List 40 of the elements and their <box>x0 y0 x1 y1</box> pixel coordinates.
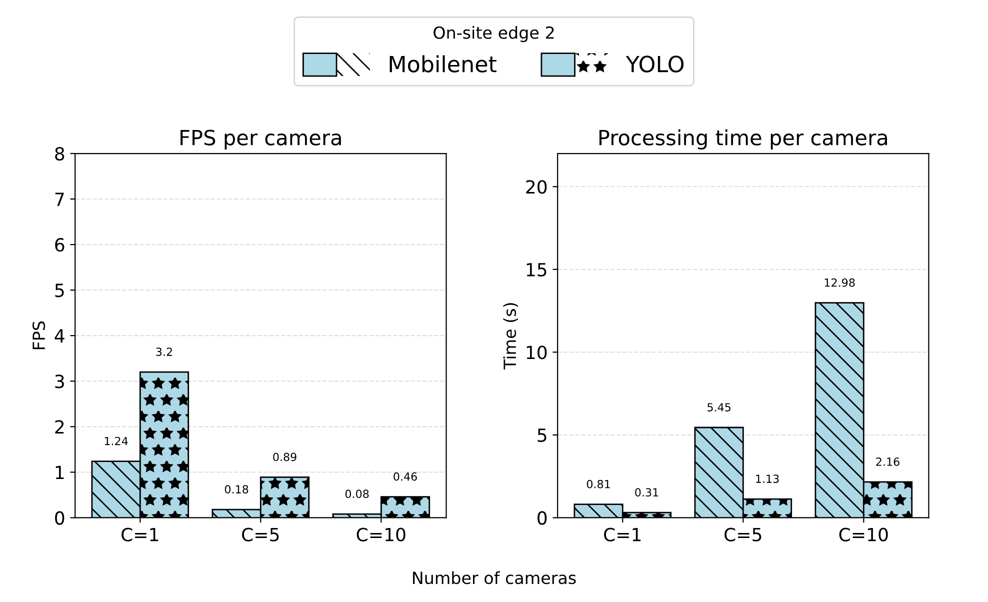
x-axis-title: Number of cameras <box>413 571 576 584</box>
y-tick-label: 7 <box>55 192 64 206</box>
x-tick-label: C=10 <box>839 528 888 542</box>
y-tick-label: 20 <box>526 180 547 194</box>
data-label: 0.18 <box>224 485 248 494</box>
x-tick-label: C=5 <box>242 528 279 542</box>
data-label: 3.2 <box>156 348 172 356</box>
data-label: 5.45 <box>708 403 730 412</box>
data-label: 1.24 <box>104 436 128 446</box>
x-tick-label: C=5 <box>724 528 762 542</box>
y-tick-label: 5 <box>538 428 546 442</box>
chart-title: FPS per camera <box>180 130 341 150</box>
y-tick-label: 2 <box>55 420 64 434</box>
y-tick-label: 6 <box>55 238 64 252</box>
y-tick-label: 1 <box>56 466 64 480</box>
data-label: 0.46 <box>394 472 417 481</box>
y-axis-title: FPS <box>32 321 46 350</box>
chart-title: Processing time per camera <box>599 129 887 150</box>
data-label: 2.16 <box>876 458 900 466</box>
y-tick-label: 5 <box>55 284 64 298</box>
legend-label: YOLO <box>626 56 684 72</box>
legend-title: On-site edge 2 <box>434 26 554 42</box>
data-label: 1.13 <box>756 474 779 483</box>
data-label: 12.98 <box>824 278 855 287</box>
x-tick-label: C=1 <box>122 528 158 542</box>
y-tick-label: 0 <box>55 511 64 525</box>
y-tick-label: 10 <box>526 346 547 360</box>
y-tick-label: 0 <box>538 511 547 525</box>
data-label: 0.08 <box>345 490 369 498</box>
legend-label: Mobilenet <box>390 55 496 72</box>
x-tick-label: C=1 <box>604 528 641 542</box>
y-tick-label: 15 <box>526 263 546 277</box>
y-tick-label: 3 <box>55 374 64 388</box>
y-axis-title: Time (s) <box>503 303 518 370</box>
y-tick-label: 8 <box>55 146 64 161</box>
data-label: 0.31 <box>635 488 658 497</box>
y-tick-label: 4 <box>54 329 64 342</box>
x-tick-label: C=10 <box>356 528 406 542</box>
data-label: 0.81 <box>586 480 610 488</box>
data-label: 0.89 <box>273 452 296 462</box>
